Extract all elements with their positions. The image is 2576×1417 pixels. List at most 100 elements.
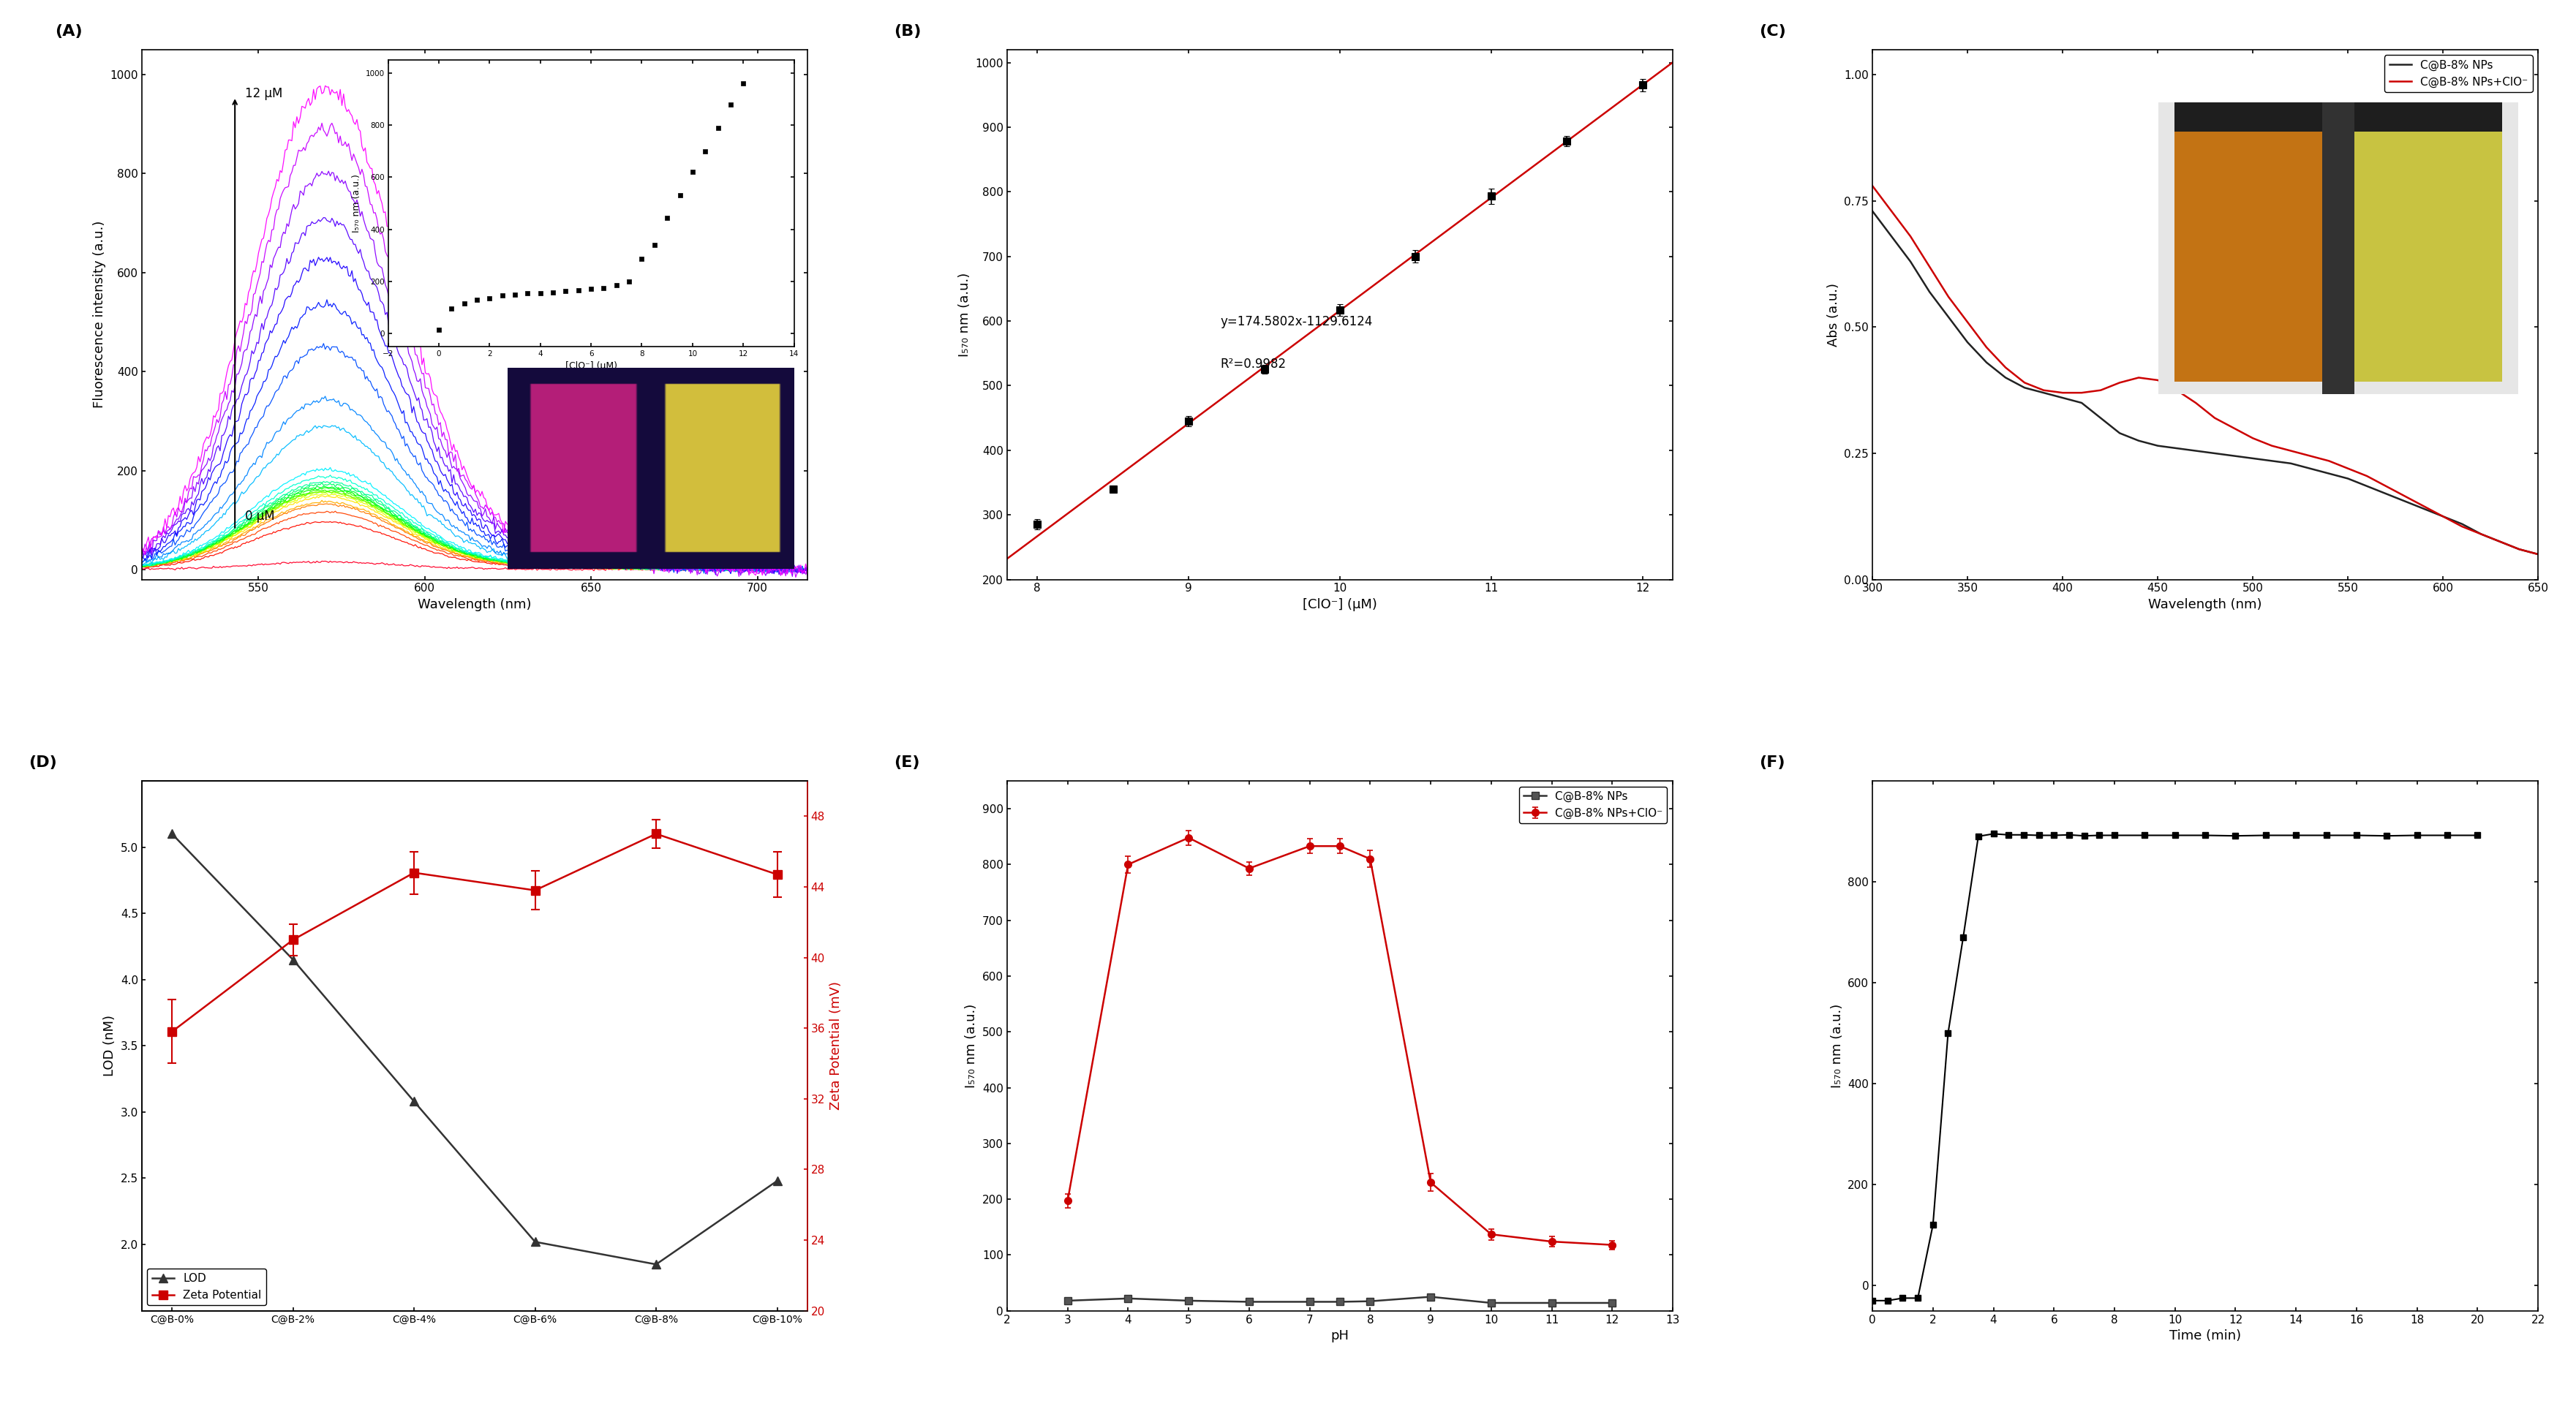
C@B-8% NPs+ClO⁻ — [2257, 438, 2287, 455]
Y-axis label: LOD (nM): LOD (nM) — [103, 1015, 116, 1077]
C@B-8% NPs — [2370, 485, 2401, 502]
C@B-8% NPs — [2483, 533, 2514, 550]
C@B-8% NPs — [1476, 1294, 1507, 1311]
C@B-8% NPs — [1857, 203, 1888, 220]
Text: (B): (B) — [894, 24, 922, 40]
Text: y=174.5802x-1129.6124: y=174.5802x-1129.6124 — [1221, 315, 1373, 329]
C@B-8% NPs — [2409, 500, 2439, 517]
C@B-8% NPs+ClO⁻ — [1914, 258, 1945, 275]
C@B-8% NPs — [1989, 368, 2020, 385]
C@B-8% NPs — [1355, 1292, 1386, 1309]
C@B-8% NPs — [2123, 432, 2154, 449]
C@B-8% NPs — [2027, 384, 2058, 401]
LOD — [278, 951, 309, 968]
Text: (D): (D) — [28, 755, 57, 771]
C@B-8% NPs+ClO⁻ — [2504, 541, 2535, 558]
C@B-8% NPs+ClO⁻ — [1857, 177, 1888, 194]
C@B-8% NPs+ClO⁻ — [2409, 497, 2439, 514]
Legend: C@B-8% NPs, C@B-8% NPs+ClO⁻: C@B-8% NPs, C@B-8% NPs+ClO⁻ — [2383, 55, 2532, 92]
Y-axis label: I₅₇₀ nm (a.u.): I₅₇₀ nm (a.u.) — [966, 1003, 979, 1088]
C@B-8% NPs — [2257, 452, 2287, 469]
C@B-8% NPs+ClO⁻ — [2027, 381, 2058, 398]
C@B-8% NPs — [2179, 442, 2210, 459]
LOD — [762, 1172, 793, 1189]
C@B-8% NPs+ClO⁻ — [2218, 419, 2249, 436]
X-axis label: pH: pH — [1329, 1329, 1350, 1342]
Legend: LOD, Zeta Potential: LOD, Zeta Potential — [147, 1268, 265, 1305]
C@B-8% NPs — [2105, 425, 2136, 442]
C@B-8% NPs+ClO⁻ — [2445, 519, 2476, 536]
Y-axis label: I₅₇₀ nm (a.u.): I₅₇₀ nm (a.u.) — [1829, 1003, 1842, 1088]
Legend: C@B-8% NPs, C@B-8% NPs+ClO⁻: C@B-8% NPs, C@B-8% NPs+ClO⁻ — [1520, 786, 1667, 823]
Text: R²=0.9982: R²=0.9982 — [1221, 357, 1285, 370]
C@B-8% NPs — [1875, 228, 1906, 245]
C@B-8% NPs — [1234, 1294, 1265, 1311]
C@B-8% NPs+ClO⁻ — [2331, 461, 2362, 478]
C@B-8% NPs+ClO⁻ — [2483, 533, 2514, 550]
C@B-8% NPs — [2388, 493, 2419, 510]
C@B-8% NPs — [1893, 254, 1924, 271]
C@B-8% NPs — [2141, 438, 2172, 455]
Y-axis label: Zeta Potential (mV): Zeta Potential (mV) — [829, 982, 842, 1110]
C@B-8% NPs — [1535, 1294, 1566, 1311]
Line: C@B-8% NPs: C@B-8% NPs — [1064, 1294, 1615, 1306]
C@B-8% NPs+ClO⁻ — [2123, 368, 2154, 385]
C@B-8% NPs+ClO⁻ — [2200, 410, 2231, 427]
C@B-8% NPs+ClO⁻ — [1875, 203, 1906, 220]
C@B-8% NPs — [1324, 1294, 1355, 1311]
Text: (C): (C) — [1759, 24, 1785, 40]
Text: (E): (E) — [894, 755, 920, 771]
C@B-8% NPs+ClO⁻ — [1893, 228, 1924, 245]
C@B-8% NPs+ClO⁻ — [1989, 359, 2020, 376]
C@B-8% NPs+ClO⁻ — [1971, 339, 2002, 356]
C@B-8% NPs+ClO⁻ — [2084, 381, 2115, 398]
C@B-8% NPs — [2161, 439, 2192, 456]
X-axis label: [ClO⁻] (μM): [ClO⁻] (μM) — [1303, 598, 1376, 611]
C@B-8% NPs — [2352, 478, 2383, 495]
LOD — [399, 1093, 430, 1110]
Text: (A): (A) — [54, 24, 82, 40]
C@B-8% NPs — [2009, 380, 2040, 397]
C@B-8% NPs+ClO⁻ — [2352, 468, 2383, 485]
C@B-8% NPs+ClO⁻ — [1932, 289, 1963, 306]
C@B-8% NPs — [1051, 1292, 1082, 1309]
X-axis label: Time (min): Time (min) — [2169, 1329, 2241, 1342]
C@B-8% NPs — [2427, 507, 2458, 524]
C@B-8% NPs+ClO⁻ — [2465, 526, 2496, 543]
C@B-8% NPs+ClO⁻ — [2179, 394, 2210, 411]
C@B-8% NPs — [1597, 1294, 1628, 1311]
C@B-8% NPs — [1414, 1288, 1445, 1305]
LOD — [157, 825, 188, 842]
C@B-8% NPs — [2331, 470, 2362, 487]
C@B-8% NPs — [1172, 1292, 1203, 1309]
C@B-8% NPs+ClO⁻ — [2522, 546, 2553, 563]
C@B-8% NPs+ClO⁻ — [2313, 452, 2344, 469]
X-axis label: Wavelength (nm): Wavelength (nm) — [417, 598, 531, 611]
C@B-8% NPs+ClO⁻ — [2161, 381, 2192, 398]
Y-axis label: Fluorescence intensity (a.u.): Fluorescence intensity (a.u.) — [93, 221, 106, 408]
C@B-8% NPs+ClO⁻ — [2105, 374, 2136, 391]
C@B-8% NPs — [1932, 309, 1963, 326]
Line: LOD: LOD — [167, 830, 781, 1268]
LOD — [520, 1233, 551, 1250]
C@B-8% NPs+ClO⁻ — [2370, 478, 2401, 495]
Text: 0 μM: 0 μM — [245, 509, 276, 523]
Text: (F): (F) — [1759, 755, 1785, 771]
C@B-8% NPs — [2313, 465, 2344, 482]
C@B-8% NPs — [2465, 526, 2496, 543]
Line: C@B-8% NPs+ClO⁻: C@B-8% NPs+ClO⁻ — [1873, 186, 2537, 554]
LOD — [641, 1255, 672, 1272]
C@B-8% NPs+ClO⁻ — [2045, 384, 2076, 401]
C@B-8% NPs+ClO⁻ — [2236, 429, 2267, 446]
C@B-8% NPs+ClO⁻ — [2427, 507, 2458, 524]
C@B-8% NPs — [2236, 449, 2267, 466]
C@B-8% NPs+ClO⁻ — [2293, 448, 2324, 465]
C@B-8% NPs — [2522, 546, 2553, 563]
C@B-8% NPs — [2084, 410, 2115, 427]
C@B-8% NPs+ClO⁻ — [2275, 442, 2306, 459]
Text: 12 μM: 12 μM — [245, 86, 283, 99]
C@B-8% NPs+ClO⁻ — [2388, 487, 2419, 504]
C@B-8% NPs — [1113, 1289, 1144, 1306]
X-axis label: Wavelength (nm): Wavelength (nm) — [2148, 598, 2262, 611]
Y-axis label: Abs (a.u.): Abs (a.u.) — [1826, 283, 1839, 346]
